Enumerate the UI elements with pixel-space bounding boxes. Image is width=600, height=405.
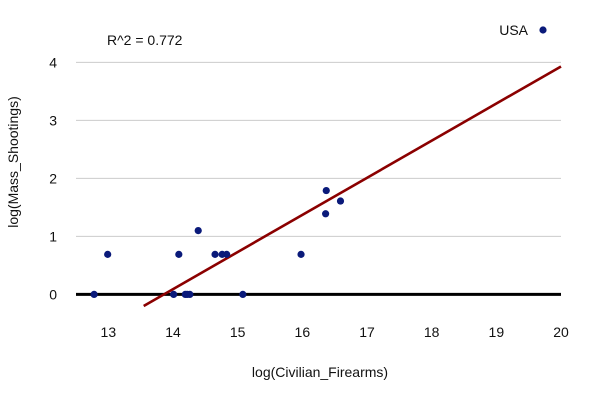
r-squared-annotation: R^2 = 0.772 [107, 32, 183, 48]
data-point [194, 227, 202, 235]
x-tick-label: 15 [230, 324, 246, 340]
data-point [104, 250, 112, 258]
gridlines [76, 61, 561, 237]
y-axis-title: log(Mass_Shootings) [5, 96, 21, 228]
data-point [322, 210, 330, 218]
x-tick-label: 19 [489, 324, 505, 340]
x-tick-label: 16 [295, 324, 311, 340]
fit-line-layer [143, 65, 562, 308]
data-point [239, 290, 247, 298]
data-point [223, 250, 231, 258]
data-point [170, 290, 178, 298]
y-tick-label: 2 [49, 170, 57, 186]
y-tick-label: 3 [49, 112, 57, 128]
data-point [90, 290, 98, 298]
regression-line [143, 65, 562, 308]
legend-label-usa: USA [499, 22, 528, 38]
legend-marker-usa [539, 26, 547, 34]
x-tick-label: 18 [424, 324, 440, 340]
tick-labels: 0 1 2 3 4 13 14 15 16 17 18 19 20 [49, 54, 569, 340]
data-point [297, 250, 305, 258]
data-point [336, 197, 345, 205]
data-point [175, 250, 183, 258]
x-tick-label: 17 [359, 324, 375, 340]
x-axis-title: log(Civilian_Firearms) [252, 364, 388, 380]
data-point [322, 186, 330, 195]
x-tick-label: 13 [101, 324, 117, 340]
legend: USA [499, 22, 547, 38]
data-points [90, 186, 345, 298]
y-tick-label: 4 [49, 54, 57, 70]
data-point [211, 250, 219, 258]
x-tick-label: 14 [165, 324, 181, 340]
data-point [186, 290, 194, 298]
y-tick-label: 1 [49, 228, 57, 244]
x-tick-label: 20 [553, 324, 569, 340]
y-tick-label: 0 [49, 286, 57, 302]
